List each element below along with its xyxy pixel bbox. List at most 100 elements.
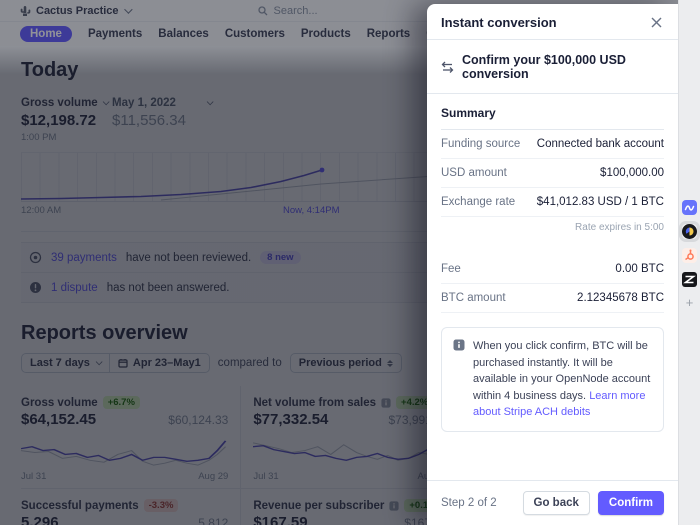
card-value: $64,152.45 <box>21 411 97 428</box>
confirmation-notice: When you click confirm, BTC will be purc… <box>441 327 664 432</box>
search-input[interactable]: Search... <box>257 4 318 17</box>
nav-item-label: Balances <box>158 28 209 40</box>
notification-text: has not been answered. <box>106 281 230 294</box>
summary-row-value: Connected bank account <box>536 138 664 150</box>
confirm-heading-row: Confirm your $100,000 USD conversion <box>427 40 678 94</box>
notification-link[interactable]: 1 dispute <box>51 281 98 294</box>
now-data-point <box>319 167 325 173</box>
notification-link[interactable]: 39 payments <box>51 251 117 264</box>
chevron-down-icon <box>102 98 110 106</box>
chevron-down-icon <box>95 358 103 366</box>
browser-extension-strip: + <box>678 0 700 525</box>
summary-row-value: $100,000.00 <box>600 167 664 179</box>
card-x-axis: Jul 31 Aug 29 <box>21 471 228 482</box>
account-name: Cactus Practice <box>36 4 119 17</box>
confirm-button[interactable]: Confirm <box>597 491 664 515</box>
compare-volume-value: $11,556.34 <box>112 112 186 129</box>
panel-title: Instant conversion <box>441 15 557 30</box>
card-values: $64,152.45 $60,124.33 <box>21 411 228 428</box>
axis-start-label: 12:00 AM <box>21 205 62 216</box>
nav-item-home[interactable]: Home <box>20 26 72 42</box>
add-extension-button[interactable]: + <box>685 295 694 310</box>
close-icon[interactable] <box>649 15 664 30</box>
sparkline-chart <box>253 442 446 462</box>
chevron-down-icon <box>123 4 133 14</box>
select-updown-icon <box>386 359 393 367</box>
gross-volume-time: 1:00 PM <box>21 132 57 143</box>
nav-item-label: Products <box>300 28 351 40</box>
compared-to-label: compared to <box>217 357 282 369</box>
info-icon <box>453 339 465 421</box>
date-selector[interactable]: May 1, 2022 <box>112 97 214 109</box>
info-icon <box>381 397 391 408</box>
nav-item-balances[interactable]: Balances <box>158 28 209 40</box>
cactus-logo-icon <box>20 5 31 17</box>
instant-conversion-panel: Instant conversion Confirm your $100,000… <box>427 4 678 525</box>
summary-heading: Summary <box>441 94 664 130</box>
card-value: $167.59 <box>253 514 308 525</box>
extension-z-icon[interactable] <box>682 272 697 287</box>
rate-expiry-note: Rate expires in 5:00 <box>575 222 664 233</box>
summary-row-value: 0.00 BTC <box>615 263 664 275</box>
card-values: 5,296 5,812 <box>21 514 228 525</box>
range-filter-label: Last 7 days <box>30 357 90 369</box>
card-value: $77,332.54 <box>253 411 329 428</box>
calendar-icon <box>118 358 128 368</box>
extension-swirl-icon[interactable] <box>682 200 697 215</box>
panel-body: Summary Funding source Connected bank acc… <box>427 94 678 432</box>
panel-footer: Step 2 of 2 Go back Confirm <box>427 480 678 525</box>
card-title: Revenue per subscriber <box>253 499 385 512</box>
nav-item-label: Customers <box>224 28 285 40</box>
dispute-alert-icon <box>29 281 42 294</box>
go-back-button[interactable]: Go back <box>522 491 590 515</box>
card-header: Net volume from sales +4.2% <box>253 396 447 409</box>
step-indicator: Step 2 of 2 <box>441 497 497 509</box>
sparkline-chart <box>21 440 227 466</box>
nav-item-customers[interactable]: Customers <box>225 28 285 40</box>
gross-volume-selector[interactable]: Gross volume <box>21 97 112 109</box>
info-icon <box>389 500 399 511</box>
gross-volume-label: Gross volume <box>21 97 98 109</box>
card-value: 5,296 <box>21 514 59 525</box>
compare-period-select[interactable]: Previous period <box>289 353 402 373</box>
change-badge: +6.7% <box>102 396 140 409</box>
summary-row-label: Fee <box>441 263 461 275</box>
nav-item-label: Home <box>30 28 62 40</box>
x-start-label: Jul 31 <box>253 471 279 482</box>
search-icon <box>257 5 268 16</box>
summary-row: BTC amount 2.12345678 BTC <box>441 284 664 313</box>
summary-row-value: 2.12345678 BTC <box>577 292 664 304</box>
summary-row-label: Exchange rate <box>441 196 516 208</box>
date-range-label: Apr 23–May1 <box>132 357 201 369</box>
fee-rows: Fee 0.00 BTC BTC amount 2.12345678 BTC <box>441 255 664 313</box>
summary-row-label: BTC amount <box>441 292 506 304</box>
date-filter-group: Last 7 days Apr 23–May1 <box>21 353 210 373</box>
summary-row: Fee 0.00 BTC <box>441 255 664 284</box>
card-header: Gross volume +6.7% <box>21 396 228 409</box>
new-count-badge: 8 new <box>260 251 301 264</box>
notification-text: have not been reviewed. <box>125 251 252 264</box>
summary-rows: Funding source Connected bank account USD … <box>441 130 664 240</box>
range-filter-button[interactable]: Last 7 days <box>21 353 110 373</box>
search-placeholder: Search... <box>273 4 318 17</box>
card-title: Gross volume <box>21 396 98 409</box>
nav-item-label: Reports <box>366 28 411 40</box>
change-badge: -3.3% <box>143 499 179 512</box>
now-label: Now, 4:14PM <box>283 205 340 216</box>
date-range-button[interactable]: Apr 23–May1 <box>109 353 210 373</box>
extension-sprocket-icon[interactable] <box>682 248 697 263</box>
summary-row-label: Funding source <box>441 138 521 150</box>
account-switcher[interactable]: Cactus Practice <box>20 4 133 17</box>
nav-item-reports[interactable]: Reports <box>367 28 410 40</box>
x-start-label: Jul 31 <box>21 471 47 482</box>
compare-period-label: Previous period <box>298 357 382 369</box>
confirm-heading: Confirm your $100,000 USD conversion <box>462 53 626 81</box>
summary-row: USD amount $100,000.00 <box>441 159 664 188</box>
card-title: Net volume from sales <box>253 396 377 409</box>
summary-row-value: $41,012.83 USD / 1 BTC <box>536 196 664 208</box>
nav-item-products[interactable]: Products <box>301 28 351 40</box>
nav-item-payments[interactable]: Payments <box>88 28 142 40</box>
extension-pie-icon[interactable] <box>682 224 697 239</box>
date-label: May 1, 2022 <box>112 97 176 109</box>
